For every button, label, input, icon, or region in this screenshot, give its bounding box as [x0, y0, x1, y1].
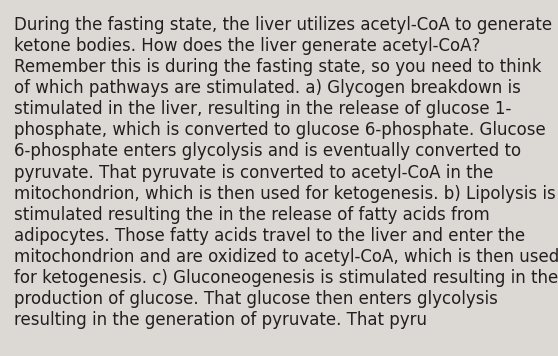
Text: During the fasting state, the liver utilizes acetyl-CoA to generate
ketone bodie: During the fasting state, the liver util… [14, 16, 558, 329]
